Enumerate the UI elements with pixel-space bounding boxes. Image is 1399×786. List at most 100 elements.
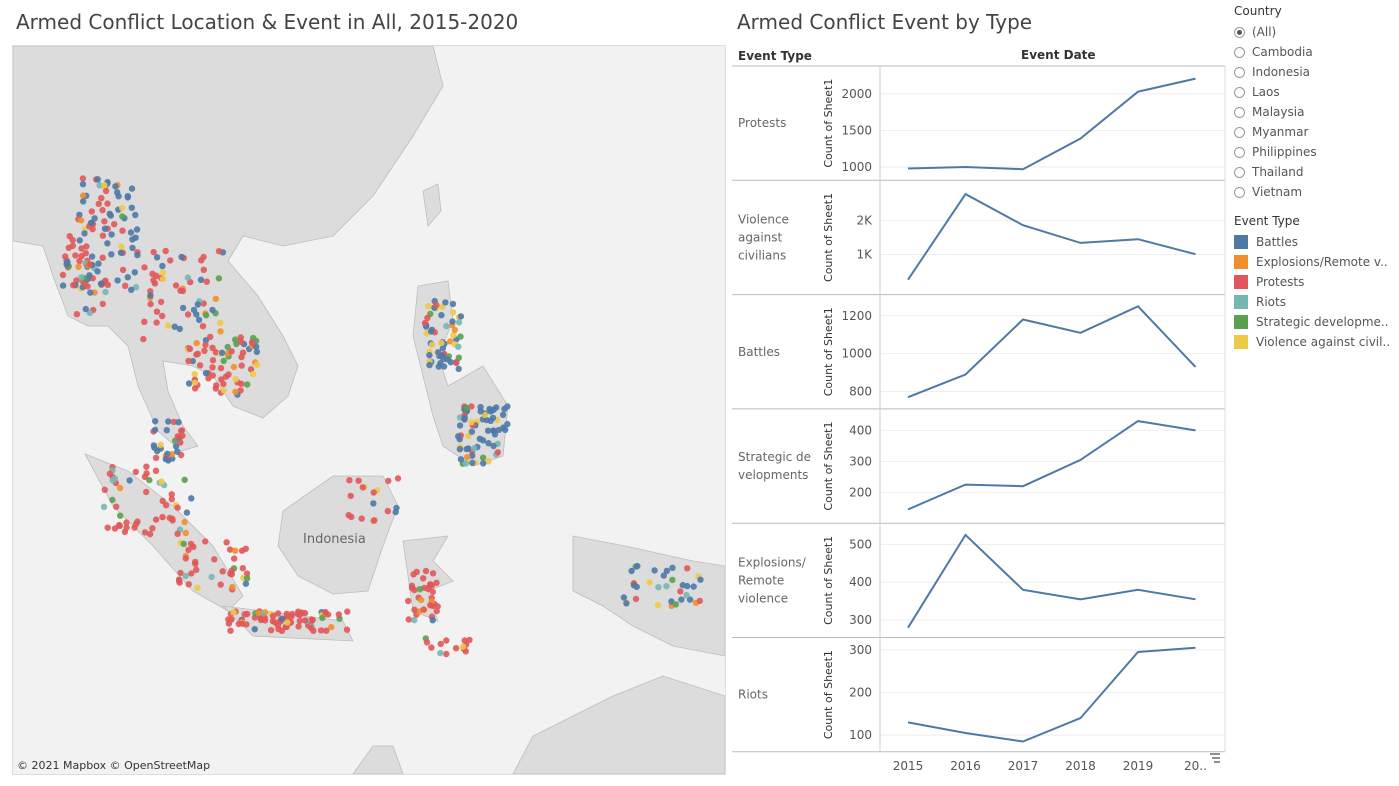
event-marker[interactable] [174, 504, 181, 511]
event-marker[interactable] [62, 253, 69, 260]
event-marker[interactable] [96, 182, 103, 189]
event-marker[interactable] [215, 248, 223, 255]
country-filter[interactable]: (All) Cambodia Indonesia Laos Malaysia Myanma… [1234, 22, 1394, 202]
event-marker[interactable] [269, 612, 277, 620]
event-marker[interactable] [677, 588, 684, 595]
event-date-header[interactable]: Event Date [1021, 48, 1096, 62]
event-marker[interactable] [126, 477, 133, 484]
event-marker[interactable] [439, 344, 447, 352]
event-marker[interactable] [201, 347, 208, 354]
event-marker[interactable] [186, 345, 194, 352]
event-marker[interactable] [420, 606, 427, 613]
event-marker[interactable] [456, 446, 464, 453]
event-marker[interactable] [141, 264, 148, 271]
event-marker[interactable] [227, 627, 234, 634]
event-marker[interactable] [425, 303, 432, 310]
event-marker[interactable] [95, 200, 102, 207]
event-marker[interactable] [76, 237, 83, 244]
series-line-0[interactable] [907, 77, 1196, 171]
event-marker[interactable] [228, 571, 235, 578]
event-marker[interactable] [188, 495, 195, 502]
event-marker[interactable] [111, 221, 118, 228]
event-marker[interactable] [654, 601, 662, 609]
event-marker[interactable] [486, 405, 493, 413]
event-marker[interactable] [209, 364, 216, 371]
event-marker[interactable] [159, 269, 166, 276]
event-marker[interactable] [620, 594, 628, 601]
event-marker[interactable] [697, 576, 704, 583]
event-marker[interactable] [459, 643, 467, 650]
event-marker[interactable] [455, 319, 463, 326]
event-marker[interactable] [185, 357, 192, 365]
event-marker[interactable] [385, 477, 392, 485]
event-marker[interactable] [500, 424, 507, 431]
event-marker[interactable] [655, 584, 662, 591]
event-marker[interactable] [98, 194, 105, 202]
event-marker[interactable] [494, 449, 501, 456]
event-marker[interactable] [683, 592, 690, 599]
event-marker[interactable] [191, 379, 199, 386]
event-marker[interactable] [242, 545, 249, 552]
event-marker[interactable] [451, 326, 458, 334]
event-marker[interactable] [628, 567, 635, 575]
event-marker[interactable] [444, 356, 451, 363]
event-marker[interactable] [129, 244, 136, 252]
event-marker[interactable] [97, 280, 105, 287]
event-marker[interactable] [261, 617, 269, 624]
event-marker[interactable] [86, 272, 93, 279]
event-marker[interactable] [202, 312, 210, 319]
event-marker[interactable] [443, 637, 450, 644]
event-marker[interactable] [630, 582, 638, 589]
event-marker[interactable] [623, 600, 630, 607]
event-marker[interactable] [696, 597, 703, 605]
event-marker[interactable] [440, 363, 448, 370]
event-marker[interactable] [104, 524, 111, 531]
legend-item[interactable]: Riots [1234, 292, 1394, 312]
event-marker[interactable] [177, 569, 184, 577]
event-marker[interactable] [427, 328, 435, 335]
event-marker[interactable] [462, 460, 470, 467]
event-marker[interactable] [99, 206, 106, 214]
event-marker[interactable] [184, 311, 192, 318]
event-marker[interactable] [114, 277, 121, 284]
event-marker[interactable] [457, 333, 464, 340]
event-marker[interactable] [119, 204, 126, 212]
event-marker[interactable] [426, 361, 433, 369]
event-marker[interactable] [81, 230, 88, 237]
event-marker[interactable] [328, 623, 335, 631]
event-marker[interactable] [490, 442, 497, 450]
event-marker[interactable] [405, 616, 412, 623]
event-marker[interactable] [181, 476, 188, 483]
event-marker[interactable] [468, 419, 475, 426]
event-marker[interactable] [461, 414, 468, 422]
event-marker[interactable] [132, 520, 140, 528]
event-marker[interactable] [147, 300, 154, 308]
event-marker[interactable] [146, 530, 154, 538]
event-marker[interactable] [168, 496, 175, 503]
event-marker[interactable] [143, 470, 150, 477]
event-marker[interactable] [244, 381, 251, 388]
event-marker[interactable] [82, 305, 90, 313]
event-marker[interactable] [182, 529, 189, 537]
event-marker[interactable] [499, 411, 507, 418]
event-marker[interactable] [244, 610, 251, 618]
event-marker[interactable] [392, 508, 399, 516]
event-marker[interactable] [335, 611, 342, 618]
event-marker[interactable] [116, 522, 124, 530]
event-marker[interactable] [104, 200, 111, 207]
event-marker[interactable] [143, 463, 150, 470]
event-marker[interactable] [102, 288, 109, 296]
series-line-4[interactable] [907, 533, 1196, 629]
event-marker[interactable] [199, 323, 207, 330]
event-marker[interactable] [65, 244, 72, 251]
event-marker[interactable] [669, 564, 676, 571]
event-marker[interactable] [302, 617, 309, 624]
country-option[interactable]: Thailand [1234, 162, 1394, 182]
event-marker[interactable] [232, 376, 239, 383]
event-marker[interactable] [251, 626, 258, 633]
event-marker[interactable] [111, 475, 119, 482]
event-marker[interactable] [194, 584, 201, 591]
event-marker[interactable] [455, 354, 462, 361]
event-marker[interactable] [424, 314, 431, 322]
event-marker[interactable] [119, 213, 126, 220]
